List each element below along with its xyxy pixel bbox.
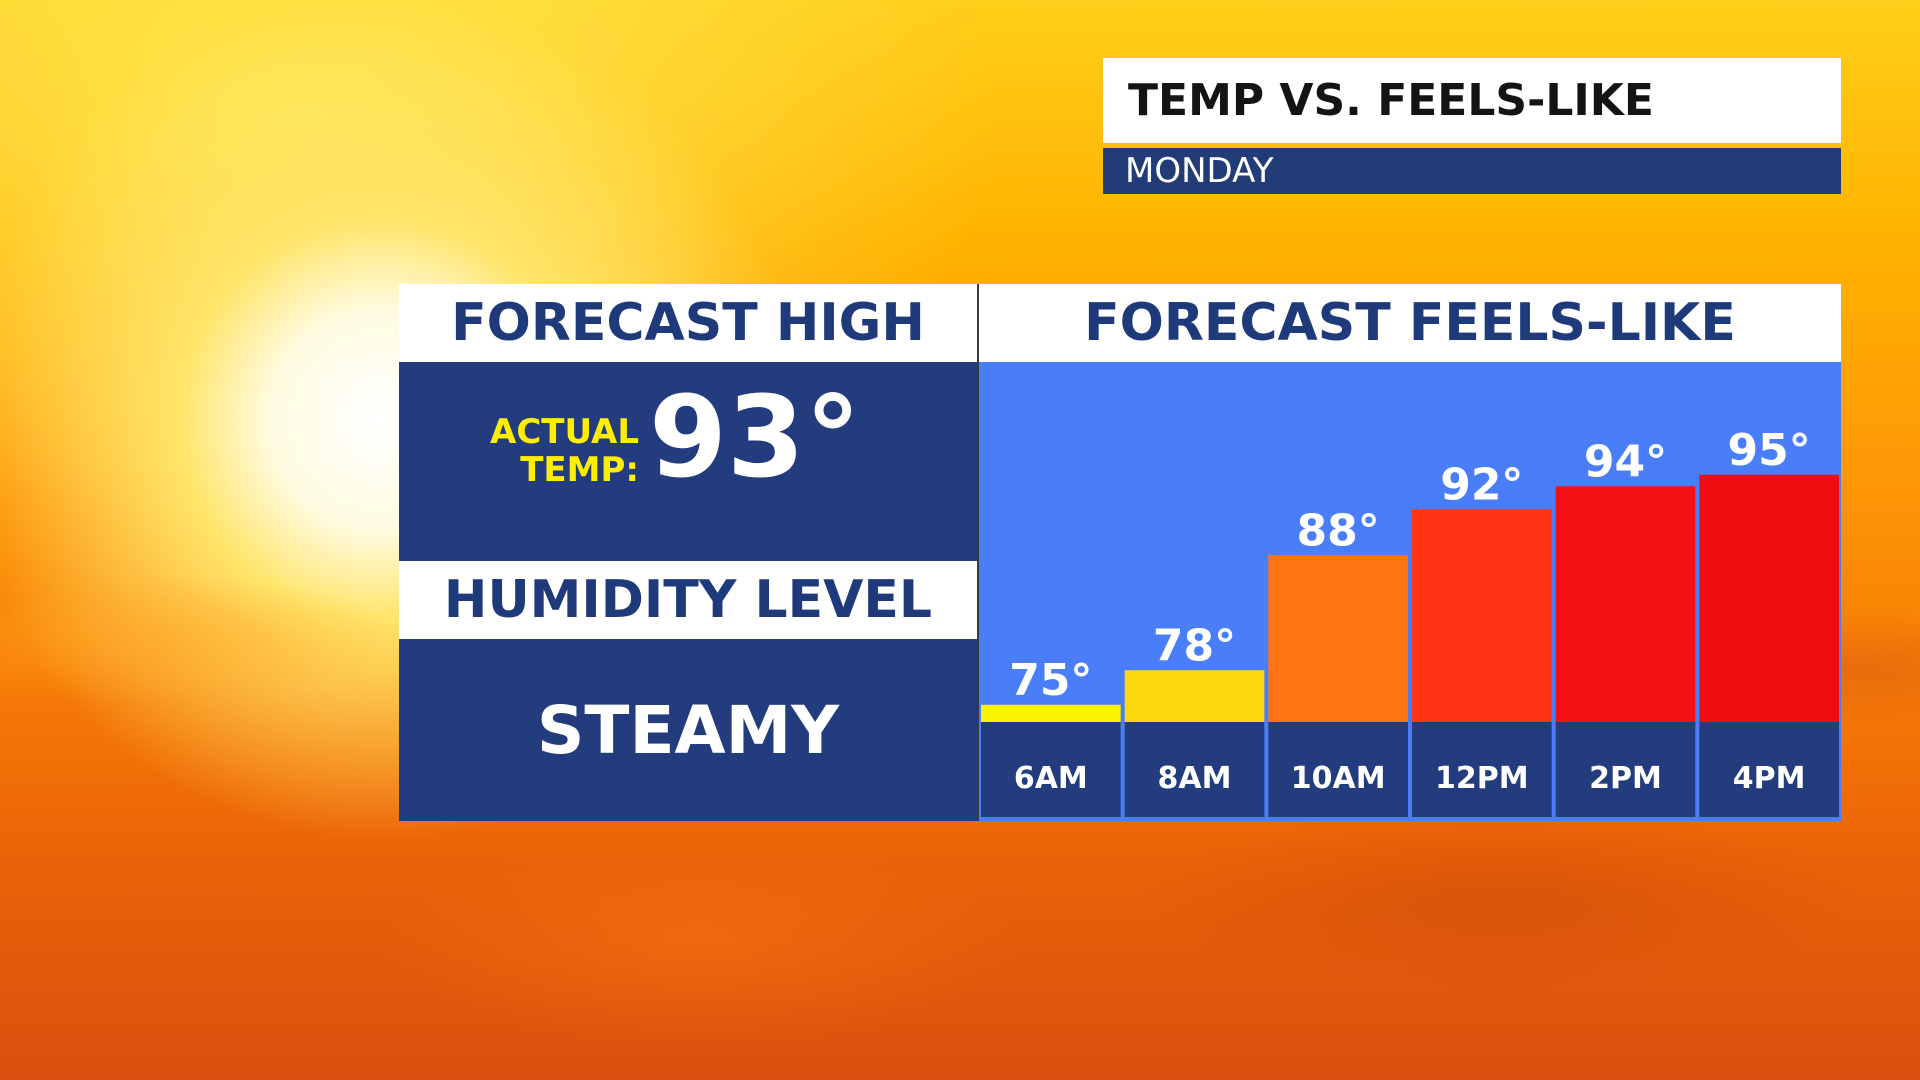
bar-8am — [1124, 670, 1265, 722]
x-tick-label: 6AM — [1014, 761, 1088, 796]
panel-divider — [977, 284, 979, 821]
time-label-cell — [1555, 722, 1696, 817]
bar-value-label: 92° — [1440, 459, 1523, 510]
bar-value-label: 78° — [1153, 620, 1236, 671]
x-tick-label: 10AM — [1291, 761, 1386, 796]
actual-label-line1: ACTUAL — [490, 412, 639, 452]
bar-chart-background — [979, 362, 1841, 821]
time-label-cell — [1699, 722, 1839, 817]
forecast-high-panel: FORECAST HIGH ACTUAL TEMP: 93° HUMIDITY … — [399, 284, 977, 821]
bar-value-label: 94° — [1584, 436, 1667, 487]
title-banner: TEMP VS. FEELS-LIKE — [1103, 58, 1841, 143]
x-tick-label: 8AM — [1158, 761, 1232, 796]
bar-value-label: 75° — [1009, 655, 1092, 706]
bar-2pm — [1555, 486, 1696, 722]
x-tick-label: 4PM — [1733, 761, 1806, 796]
bar-10am — [1268, 555, 1408, 722]
time-label-cell — [1412, 722, 1552, 817]
x-tick-label: 12PM — [1435, 761, 1529, 796]
bar-6am — [981, 704, 1121, 722]
actual-temp-label: ACTUAL TEMP: — [459, 412, 639, 492]
feels-like-bar-chart: 75° 6AM 78° 8AM 88° 10AM 92° 12PM 94° 2PM 95° 4PM — [981, 425, 1839, 817]
bar-4pm — [1699, 474, 1839, 722]
time-label-cell — [1124, 722, 1265, 817]
bar-12pm — [1412, 509, 1552, 722]
subtitle-banner: MONDAY — [1103, 148, 1841, 194]
feels-like-heading: FORECAST FEELS-LIKE — [979, 284, 1841, 362]
forecast-high-block: ACTUAL TEMP: 93° — [399, 362, 977, 561]
actual-label-line2: TEMP: — [520, 450, 639, 490]
humidity-value: STEAMY — [536, 691, 840, 769]
feels-like-panel: FORECAST FEELS-LIKE 75° 6AM 78° 8AM 88° 10AM 9… — [979, 284, 1841, 821]
bar-value-label: 88° — [1297, 505, 1380, 556]
page-title: TEMP VS. FEELS-LIKE — [1128, 75, 1654, 126]
actual-temp-value: 93° — [649, 373, 861, 503]
bar-value-label: 95° — [1728, 425, 1811, 476]
time-label-cell — [981, 722, 1121, 817]
x-tick-label: 2PM — [1589, 761, 1662, 796]
day-subtitle: MONDAY — [1125, 151, 1274, 191]
humidity-block: STEAMY — [399, 639, 977, 821]
humidity-heading: HUMIDITY LEVEL — [399, 561, 977, 639]
forecast-high-heading: FORECAST HIGH — [399, 284, 977, 362]
time-label-cell — [1268, 722, 1408, 817]
